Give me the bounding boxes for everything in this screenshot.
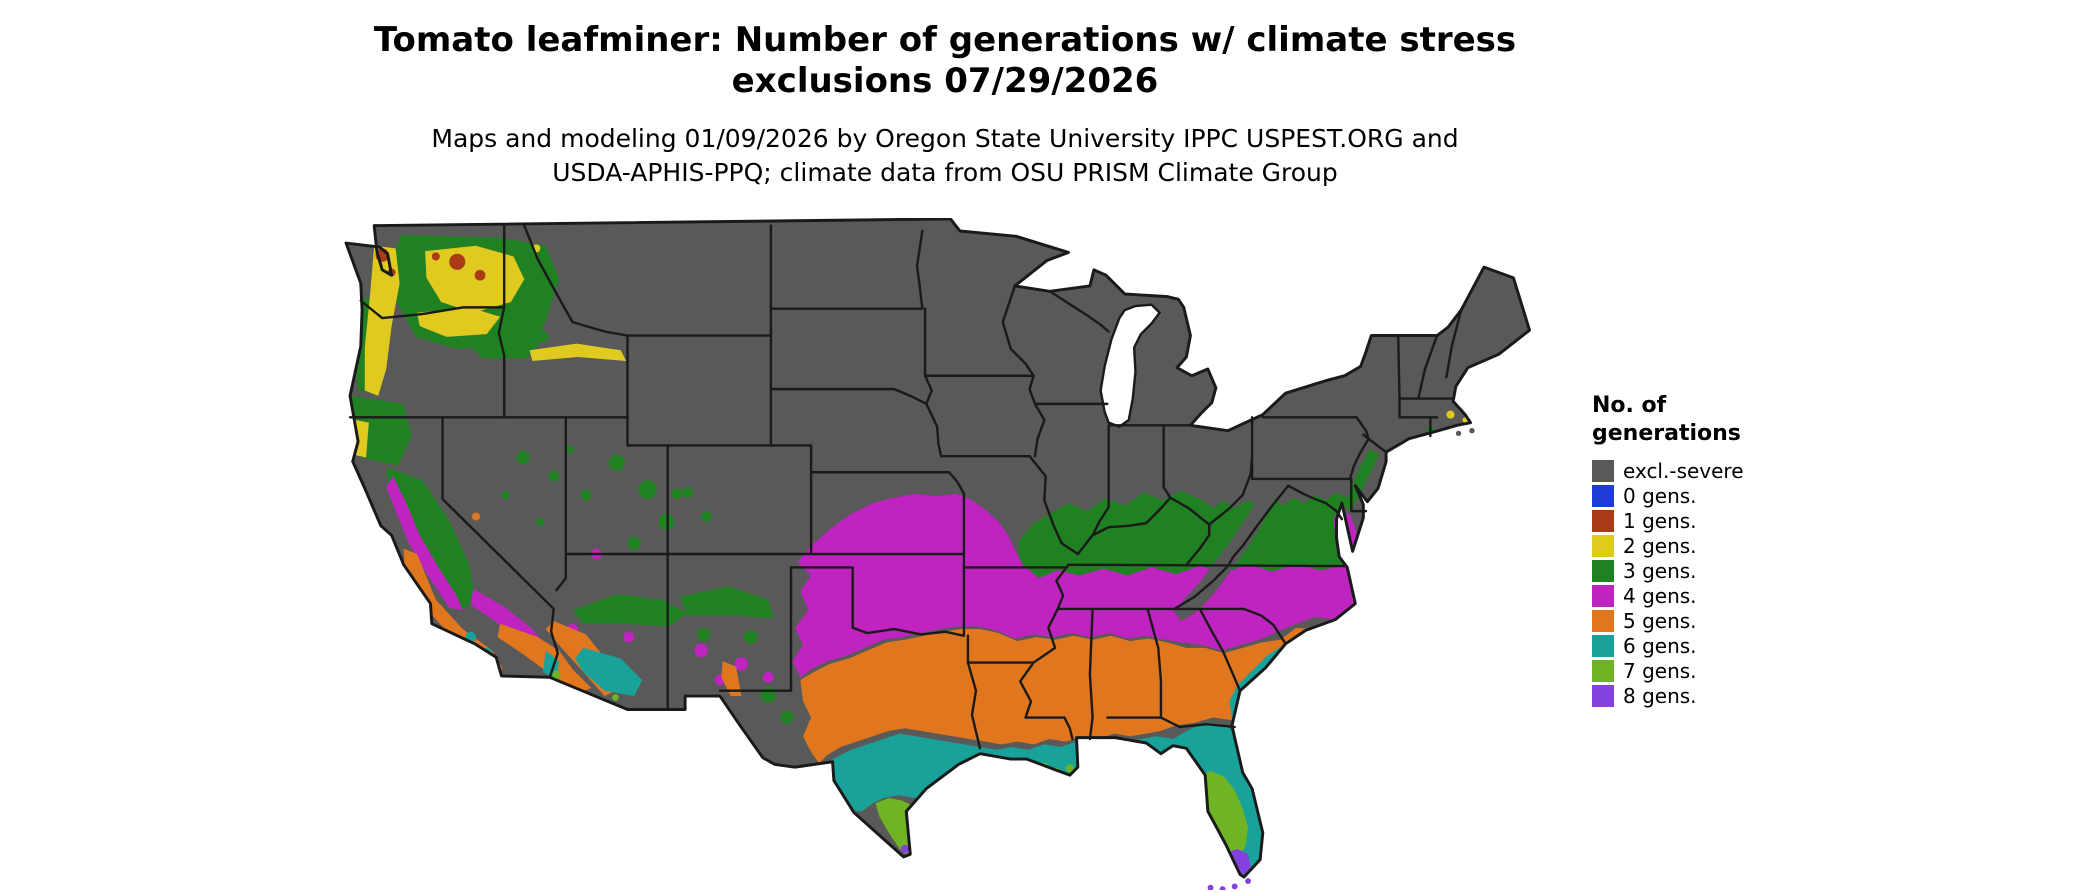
legend-item: 4 gens. [1592, 585, 1852, 607]
map-subtitle: Maps and modeling 01/09/2026 by Oregon S… [0, 122, 1890, 190]
legend-swatch [1592, 585, 1614, 607]
legend-swatch [1592, 485, 1614, 507]
legend-item-label: 1 gens. [1623, 509, 1697, 533]
legend-item: 2 gens. [1592, 535, 1852, 557]
florida-keys [1207, 878, 1252, 890]
zone-excl-appalachia [1174, 460, 1286, 622]
legend-item-label: 4 gens. [1623, 584, 1697, 608]
legend-item: 8 gens. [1592, 685, 1852, 707]
zone-5-gens [800, 627, 1310, 764]
legend-items: excl.-severe 0 gens. 1 gens. 2 gens. 3 gens.… [1592, 460, 1852, 707]
map-title-line2: exclusions 07/29/2026 [731, 61, 1159, 101]
legend-item: 6 gens. [1592, 635, 1852, 657]
legend-swatch [1592, 510, 1614, 532]
legend-item-label: 8 gens. [1623, 684, 1697, 708]
legend-item: 3 gens. [1592, 560, 1852, 582]
legend-swatch [1592, 610, 1614, 632]
us-map [342, 218, 1555, 890]
legend-title: No. of generations [1592, 392, 1852, 448]
legend-item-label: 3 gens. [1623, 559, 1697, 583]
legend-item-label: excl.-severe [1623, 459, 1744, 483]
legend-item: excl.-severe [1592, 460, 1852, 482]
legend-swatch [1592, 560, 1614, 582]
map-title-line1: Tomato leafminer: Number of generations … [373, 20, 1517, 60]
legend-swatch [1592, 635, 1614, 657]
legend-item-label: 0 gens. [1623, 484, 1697, 508]
legend-title-line1: No. of [1592, 393, 1667, 418]
legend-item: 1 gens. [1592, 510, 1852, 532]
legend-item-label: 2 gens. [1623, 534, 1697, 558]
lake-michigan [1099, 303, 1162, 429]
legend-item: 0 gens. [1592, 485, 1852, 507]
map-subtitle-line1: Maps and modeling 01/09/2026 by Oregon S… [431, 124, 1459, 153]
legend-item-label: 5 gens. [1623, 609, 1697, 633]
legend-item-label: 7 gens. [1623, 659, 1697, 683]
legend-item: 7 gens. [1592, 660, 1852, 682]
legend-title-line2: generations [1592, 421, 1741, 446]
map-subtitle-line2: USDA-APHIS-PPQ; climate data from OSU PR… [552, 158, 1338, 187]
legend-swatch [1592, 660, 1614, 682]
state-borders [348, 224, 1463, 750]
coastal-islands [1455, 428, 1475, 437]
legend-swatch [1592, 685, 1614, 707]
us-map-svg [344, 218, 1532, 890]
us-outline [344, 218, 1532, 879]
legend: No. of generations excl.-severe 0 gens. 1 … [1592, 392, 1852, 710]
zone-8-gens [900, 844, 1251, 878]
legend-swatch [1592, 460, 1614, 482]
legend-item: 5 gens. [1592, 610, 1852, 632]
zone-4-gens-west [386, 476, 774, 686]
map-title: Tomato leafminer: Number of generations … [0, 20, 1890, 102]
legend-item-label: 6 gens. [1623, 634, 1697, 658]
legend-swatch [1592, 535, 1614, 557]
